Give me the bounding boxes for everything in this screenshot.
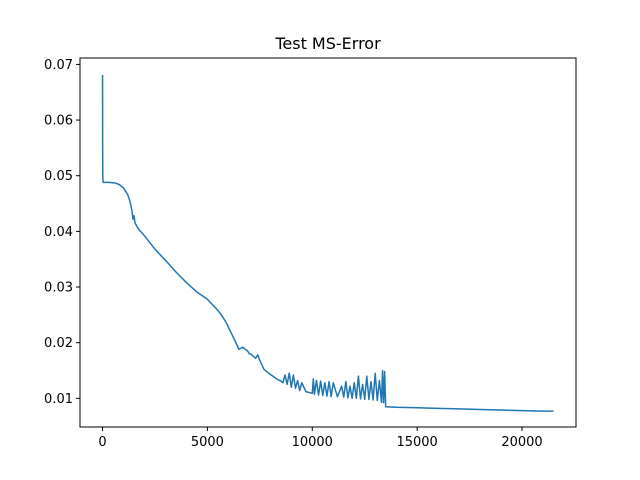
y-tick-label: 0.07 xyxy=(44,58,73,73)
y-tick-label: 0.04 xyxy=(44,225,73,240)
y-tick-label: 0.02 xyxy=(44,336,73,351)
x-tick-label: 20000 xyxy=(501,435,542,450)
y-tick-label: 0.05 xyxy=(44,169,73,184)
y-axis: 0.01 0.02 0.03 0.04 0.05 0.06 0.07 xyxy=(44,58,80,407)
chart-title: Test MS-Error xyxy=(274,34,381,53)
y-tick-label: 0.03 xyxy=(44,281,73,296)
x-tick-label: 0 xyxy=(98,435,106,450)
x-tick-label: 10000 xyxy=(292,435,333,450)
y-tick-label: 0.01 xyxy=(44,392,73,407)
x-axis: 0 5000 10000 15000 20000 xyxy=(98,427,543,450)
plot-area-frame xyxy=(79,57,577,428)
x-tick-label: 5000 xyxy=(191,435,224,450)
x-tick-label: 15000 xyxy=(396,435,437,450)
y-tick-label: 0.06 xyxy=(44,114,73,129)
series-line xyxy=(101,74,554,412)
